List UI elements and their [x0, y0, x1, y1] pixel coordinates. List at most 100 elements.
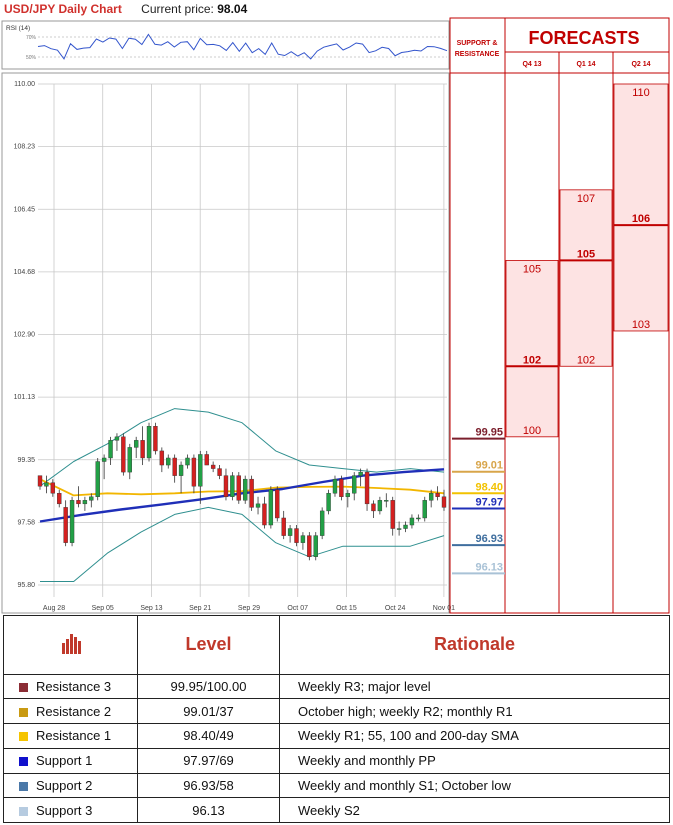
candle — [268, 486, 274, 529]
support-resistance-label: RESISTANCE — [455, 51, 500, 58]
candle-body — [319, 510, 325, 536]
levels-table: Level Rationale Resistance 3 99.95/100.00… — [3, 615, 670, 823]
candle — [390, 496, 395, 536]
chart-title: USD/JPY Daily Chart — [4, 2, 122, 16]
forecast-column: 105 102 100 — [505, 260, 559, 438]
level-color-swatch — [19, 683, 28, 693]
table-row: Support 1 97.97/69 Weekly and monthly PP — [3, 747, 670, 774]
quarter-label: Q4 13 — [522, 61, 541, 68]
candle-body — [339, 478, 344, 497]
forecast-high-label: 110 — [632, 87, 650, 99]
y-tick-label: 101.13 — [14, 394, 36, 401]
bar-chart-icon — [62, 634, 81, 655]
sma-yellow-line — [39, 478, 445, 497]
candle-body — [89, 496, 94, 501]
forecast-range-box — [613, 83, 669, 332]
candle-body — [364, 471, 370, 505]
candle-body — [185, 457, 190, 466]
x-tick-label: Nov 01 — [433, 605, 455, 612]
candle — [332, 475, 338, 497]
current-price-label: Current price: — [141, 2, 214, 16]
forecast-high-label: 105 — [523, 263, 541, 275]
candle-body — [69, 500, 75, 543]
forecast-mid-label: 105 — [577, 248, 595, 260]
level-label-r1: 98.40 — [475, 481, 503, 493]
candle — [313, 532, 318, 561]
candle — [63, 500, 68, 547]
candle — [166, 454, 171, 469]
candle-body — [223, 475, 229, 497]
candle-body — [172, 457, 177, 476]
candle — [243, 475, 248, 504]
candle — [345, 489, 350, 508]
level-label-s3: 96.13 — [475, 561, 503, 573]
forecasts-title: FORECASTS — [528, 28, 639, 48]
y-tick-label: 95.80 — [17, 582, 35, 589]
candle-body — [146, 426, 152, 459]
candle-body — [345, 493, 350, 497]
rsi-tick-50: 50% — [26, 55, 37, 61]
level-name-cell: Support 3 — [3, 797, 138, 823]
candle-body — [230, 475, 235, 497]
candle — [140, 426, 145, 466]
table-row: Resistance 1 98.40/49 Weekly R1; 55, 100 a… — [3, 723, 670, 749]
level-rationale: Weekly and monthly S1; October low — [279, 772, 670, 799]
candle-body — [121, 436, 126, 473]
candle — [249, 475, 254, 511]
rsi-line — [37, 33, 448, 60]
level-name-cell: Support 1 — [3, 747, 138, 774]
level-color-swatch — [19, 806, 28, 816]
level-value: 96.93/58 — [137, 772, 280, 799]
candle-body — [249, 478, 254, 508]
quarter-label: Q1 14 — [576, 61, 595, 68]
forecast-range-box — [505, 260, 559, 438]
y-tick-label: 106.45 — [14, 206, 36, 213]
candle-body — [76, 500, 81, 505]
level-value: 97.97/69 — [137, 747, 280, 774]
candle-body — [390, 500, 395, 529]
x-tick-label: Aug 28 — [43, 605, 65, 612]
level-name-cell: Resistance 2 — [3, 698, 138, 725]
table-row: Resistance 2 99.01/37 October high; weekly… — [3, 698, 670, 725]
candle-body — [166, 457, 171, 466]
candle-body — [134, 440, 139, 448]
candle-body — [441, 496, 447, 508]
candle — [384, 493, 389, 508]
x-tick-label: Oct 24 — [385, 605, 406, 612]
candle — [204, 450, 209, 466]
level-name: Resistance 1 — [36, 728, 112, 744]
forecast-high-label: 107 — [577, 193, 595, 205]
table-header-row: Level Rationale — [3, 615, 670, 675]
candle — [95, 457, 100, 501]
candle-body — [50, 482, 56, 494]
candle — [230, 472, 235, 501]
candle — [377, 496, 383, 515]
y-tick-label: 104.68 — [14, 269, 36, 276]
candle — [416, 514, 421, 522]
candle-body — [204, 454, 209, 466]
candle — [146, 422, 152, 462]
candle-body — [262, 503, 267, 526]
candle — [108, 436, 113, 466]
candle-body — [178, 464, 184, 476]
forecast-range-box — [559, 189, 613, 367]
candle-body — [287, 528, 293, 536]
candle-body — [409, 517, 415, 526]
y-tick-label: 110.00 — [14, 81, 35, 88]
candle-body — [358, 471, 363, 476]
candle — [294, 525, 299, 547]
forecast-column: 107 105 102 — [559, 189, 613, 367]
level-color-swatch — [19, 757, 28, 767]
level-name: Resistance 3 — [36, 679, 112, 695]
candle-body — [114, 436, 120, 441]
level-rationale: Weekly and monthly PP — [279, 747, 670, 774]
candle-body — [95, 461, 100, 497]
candle-body — [326, 493, 331, 512]
x-tick-label: Sep 21 — [189, 605, 211, 612]
candle-body — [371, 503, 376, 512]
candle — [101, 454, 107, 480]
rsi-label: RSI (14) — [6, 25, 30, 32]
candle-body — [153, 426, 158, 452]
candle — [371, 500, 376, 518]
candle — [236, 472, 241, 504]
